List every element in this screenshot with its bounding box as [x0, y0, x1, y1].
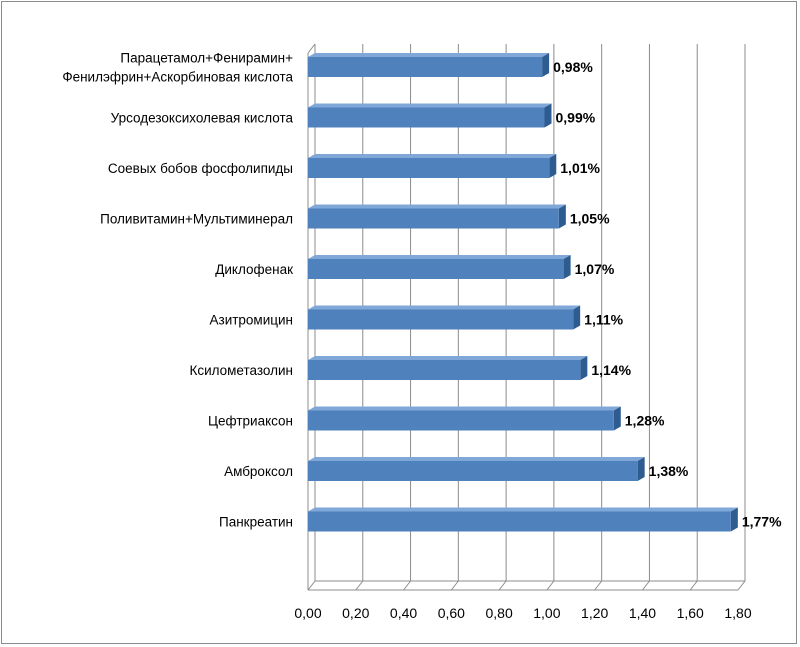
- bar: [308, 507, 738, 532]
- bar: [308, 255, 571, 279]
- grid-floor-line: [450, 580, 459, 591]
- bar-front-face: [308, 208, 559, 229]
- x-tick-label: 1,20: [581, 605, 608, 621]
- category-label: Урсодезоксихолевая кислота: [111, 111, 294, 126]
- x-tick-label: 0,40: [390, 605, 417, 621]
- bar-side-face: [580, 356, 588, 380]
- category-label: Ксилометазолин: [189, 363, 293, 378]
- bar-top-face: [308, 406, 621, 411]
- bar-front-face: [308, 360, 581, 380]
- x-tick-label: 0,00: [294, 605, 321, 621]
- bar-top-face: [308, 305, 581, 310]
- bar-side-face: [558, 204, 566, 229]
- bar-top-face: [308, 204, 566, 209]
- bar-front-face: [308, 461, 638, 481]
- data-label: 0,99%: [556, 110, 596, 126]
- grid-floor-line: [737, 580, 746, 591]
- bar-front-face: [308, 158, 550, 178]
- bar-top-face: [308, 154, 557, 158]
- x-tick-label: 1,60: [677, 605, 704, 621]
- bar-side-face: [573, 305, 581, 330]
- grid-floor-line: [594, 580, 603, 591]
- bar-side-face: [542, 53, 550, 77]
- bar-side-face: [613, 406, 621, 431]
- category-label: Амброксол: [224, 464, 293, 479]
- data-label: 1,14%: [591, 362, 631, 378]
- x-tick-label: 1,40: [629, 605, 656, 621]
- bar-front-face: [308, 57, 543, 77]
- bar-top-face: [308, 103, 552, 108]
- x-tick-label: 0,60: [438, 605, 465, 621]
- bar: [308, 356, 588, 380]
- bar: [308, 406, 621, 431]
- bar: [308, 204, 566, 229]
- grid-floor-line: [403, 580, 411, 591]
- x-tick-label: 1,00: [533, 605, 560, 621]
- bar: [308, 457, 645, 481]
- category-labels: Парацетамол+Фенирамин+ Фенилэфрин+Аскорби…: [62, 51, 293, 530]
- bar-side-face: [544, 103, 552, 128]
- grid-floor-line: [642, 580, 650, 591]
- bar-top-face: [308, 356, 588, 360]
- bar-top-face: [308, 255, 571, 259]
- bar-front-face: [308, 309, 574, 330]
- grid-floor-line: [498, 580, 507, 591]
- bar-front-face: [308, 410, 614, 431]
- category-label: Цефтриаксон: [208, 414, 293, 429]
- data-label: 1,28%: [625, 413, 665, 429]
- bar-top-face: [308, 53, 550, 57]
- category-label: Фенилэфрин+Аскорбиновая кислота: [62, 70, 293, 85]
- category-label: Поливитамин+Мультиминерал: [100, 212, 293, 227]
- left-wall-top: [307, 43, 316, 54]
- data-label: 1,11%: [584, 312, 623, 328]
- bar: [308, 103, 552, 128]
- data-label: 1,01%: [560, 160, 600, 176]
- data-label: 0,98%: [553, 59, 593, 75]
- bar-front-face: [308, 107, 545, 128]
- data-label: 1,77%: [742, 514, 782, 530]
- bar-side-face: [730, 507, 738, 532]
- x-tick-labels: 0,00 0,20 0,40 0,60 0,80 1,00 1,20 1,40 1,60 1,80: [294, 605, 751, 621]
- bar: [308, 305, 581, 330]
- x-tick-label: 0,20: [342, 605, 369, 621]
- x-tick-label: 1,80: [724, 605, 751, 621]
- category-label: Панкреатин: [219, 515, 293, 530]
- bar-top-face: [308, 457, 645, 461]
- bar-front-face: [308, 259, 564, 279]
- bar-side-face: [563, 255, 571, 279]
- bar: [308, 154, 557, 178]
- bar-front-face: [308, 511, 731, 532]
- bars: [308, 53, 738, 532]
- data-label: 1,07%: [575, 261, 615, 277]
- category-label: Соевых бобов фосфолипиды: [108, 161, 293, 176]
- bar: [308, 53, 550, 77]
- data-label: 1,05%: [570, 211, 610, 227]
- category-label: Диклофенак: [215, 262, 293, 277]
- data-labels: 0,98% 0,99% 1,01% 1,05% 1,07% 1,11% 1,14% 1,28%…: [553, 59, 782, 530]
- category-label: Парацетамол+Фенирамин+: [120, 51, 293, 66]
- data-label: 1,38%: [649, 463, 689, 479]
- bar-side-face: [549, 154, 557, 178]
- x-tick-label: 0,80: [485, 605, 512, 621]
- grid-floor-line: [307, 580, 316, 591]
- grid-floor-line: [546, 580, 555, 591]
- bar-top-face: [308, 507, 738, 512]
- grid-floor-line: [355, 580, 364, 591]
- bar-side-face: [637, 457, 645, 481]
- category-label: Азитромицин: [210, 313, 294, 328]
- grid-floor-line: [689, 580, 698, 591]
